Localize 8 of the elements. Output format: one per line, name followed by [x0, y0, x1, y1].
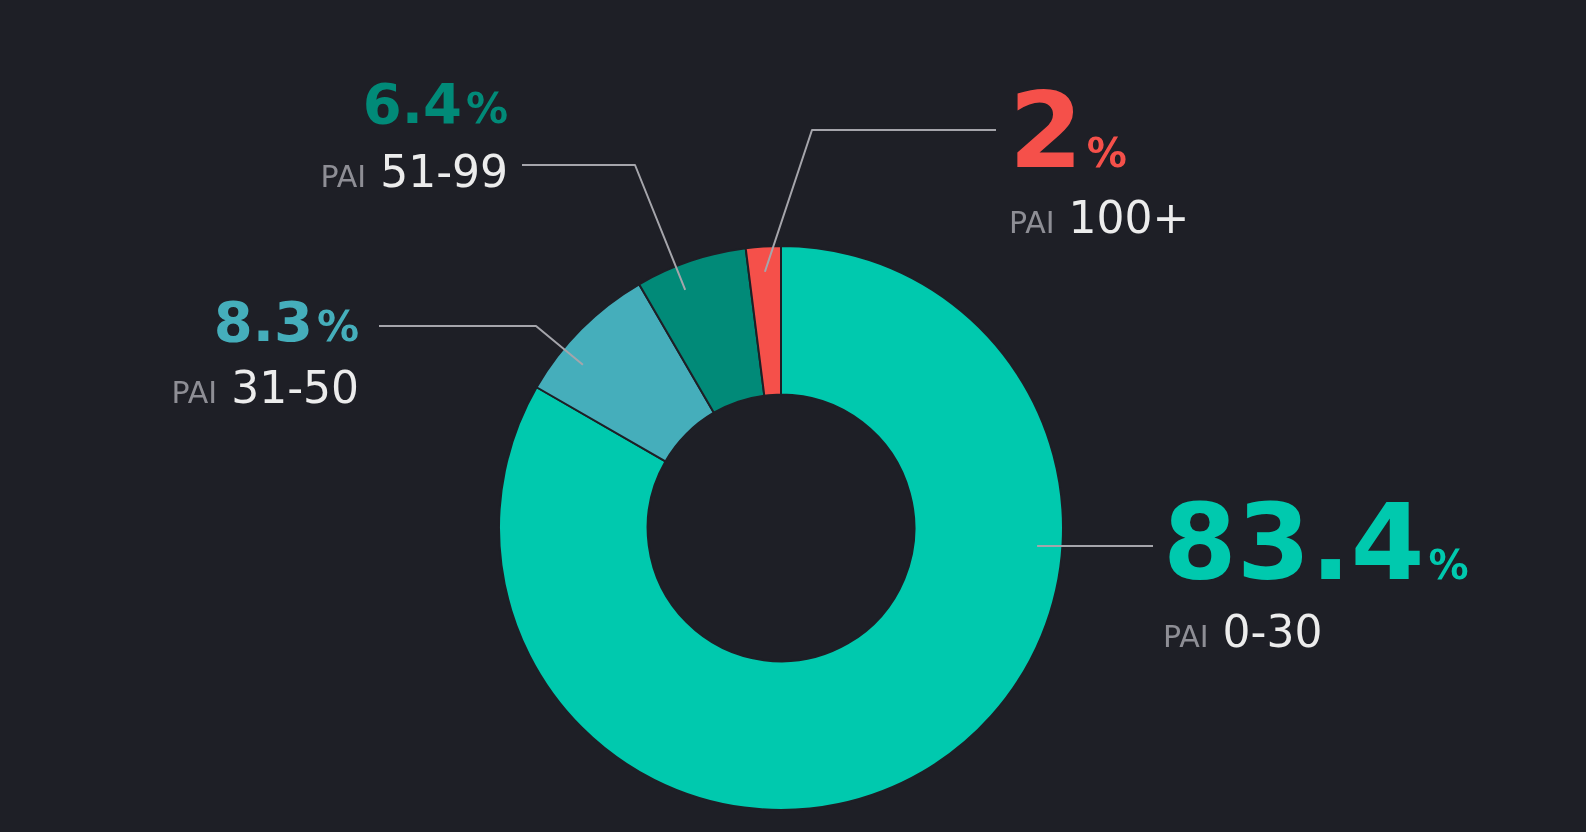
slice-label: PAI 0-30	[1163, 606, 1323, 657]
slice-label: PAI 100+	[1009, 192, 1190, 243]
data-label: 8.3%	[213, 289, 360, 354]
data-label: 83.4%	[1163, 481, 1469, 604]
slice-label: PAI 31-50	[171, 362, 360, 413]
slice-label: PAI 51-99	[320, 146, 509, 197]
data-label: 6.4%	[362, 71, 509, 136]
data-label: 2%	[1009, 69, 1127, 192]
